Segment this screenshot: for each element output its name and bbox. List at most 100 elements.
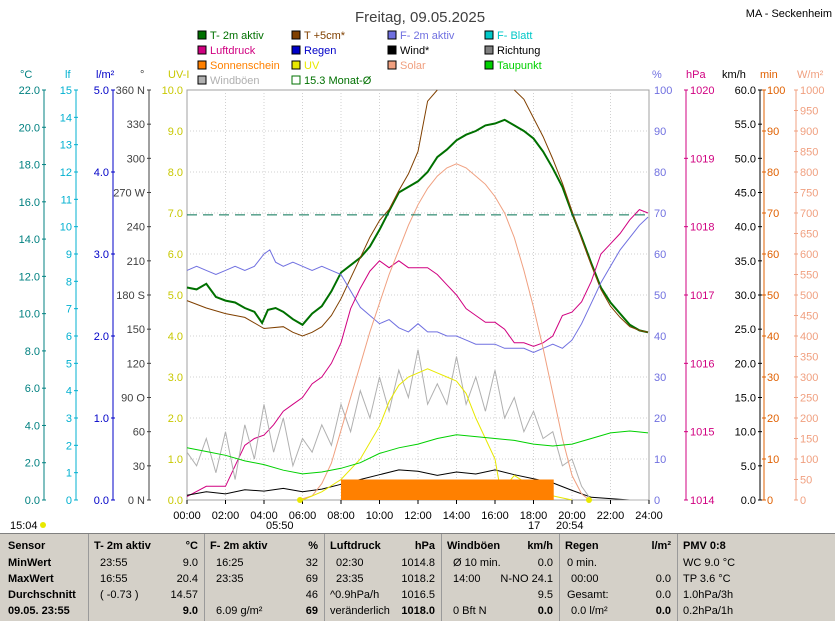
legend-label: T- 2m aktiv <box>210 30 264 42</box>
time-tick-label: 14:00 <box>443 510 471 522</box>
series-line-9 <box>186 430 649 475</box>
axis-tick-direction: 300 <box>127 153 145 165</box>
axis-tick-direction: 270 W <box>113 188 145 200</box>
axis-tick-humidity: 40 <box>654 331 666 343</box>
legend-swatch <box>387 60 397 70</box>
axis-tick-leaf: 12 <box>60 167 72 179</box>
axis-tick-minutes: 0 <box>767 495 773 507</box>
axis-tick-leaf: 3 <box>66 413 72 425</box>
axis-tick-solar: 950 <box>800 106 818 118</box>
legend-swatch <box>197 45 207 55</box>
stats-header-pmv: PMV 0:8 <box>683 540 726 552</box>
axis-tick-wind: 15.0 <box>735 393 756 405</box>
series-line-0 <box>186 118 649 334</box>
axis-tick-celsius: 6.0 <box>25 383 40 395</box>
axis-tick-wind: 55.0 <box>735 119 756 131</box>
stats-pmv-1h: 0.2hPa/1h <box>683 605 734 617</box>
stats-press-avg: 1016.5 <box>401 589 435 601</box>
stats-header-t2m: T- 2m aktiv <box>94 540 151 552</box>
series-layer <box>186 89 649 501</box>
axis-tick-direction: 360 N <box>116 85 145 97</box>
legend-label: T +5cm* <box>304 30 346 42</box>
axis-tick-wind: 5.0 <box>741 461 756 473</box>
axis-tick-rain: 1.0 <box>94 413 109 425</box>
legend-label: Wind* <box>400 45 430 57</box>
time-tick-label: 16:00 <box>481 510 509 522</box>
axis-tick-minutes: 10 <box>767 454 779 466</box>
axis-tick-humidity: 0 <box>654 495 660 507</box>
legend-swatch <box>291 45 301 55</box>
series-sunshine <box>341 479 554 500</box>
stats-col-pmv: PMV 0:8 WC 9.0 °C TP 3.6 °C 1.0hPa/3h 0.… <box>677 534 834 621</box>
legend-label: UV <box>304 60 320 72</box>
axis-tick-leaf: 4 <box>66 386 72 398</box>
axis-tick-uv: 10.0 <box>162 85 183 97</box>
axis-tick-minutes: 90 <box>767 126 779 138</box>
sunset-icon <box>586 497 592 503</box>
axis-unit-solar: W/m² <box>797 69 824 81</box>
stats-f2m-now: 69 <box>305 605 318 617</box>
axis-tick-wind: 0.0 <box>741 495 756 507</box>
legend: T- 2m aktiv T +5cm* F- 2m aktiv F- Blatt Luf… <box>197 30 542 87</box>
astro-events: 15:04 05:50 17 20:54 <box>10 497 592 532</box>
axis-tick-humidity: 80 <box>654 167 666 179</box>
stats-wind-avg10: 0.0 <box>537 557 553 569</box>
axis-tick-uv: 8.0 <box>168 167 183 179</box>
axis-tick-celsius: 0.0 <box>25 495 40 507</box>
stats-wind-avg: 9.5 <box>537 589 553 601</box>
axis-tick-celsius: 22.0 <box>19 85 40 97</box>
axis-tick-leaf: 8 <box>66 276 72 288</box>
axis-tick-direction: 150 <box>127 324 145 336</box>
axis-tick-solar: 700 <box>800 208 818 220</box>
legend-swatch <box>197 75 207 85</box>
stats-press-now: 1018.0 <box>401 605 435 617</box>
stats-rain-total: 0.0 <box>655 589 671 601</box>
series-line-2 <box>513 89 649 333</box>
axis-tick-solar: 250 <box>800 393 818 405</box>
axis-unit-uv: UV-I <box>168 69 189 81</box>
stats-press-min-time: 02:30 <box>336 557 364 569</box>
legend-swatch <box>484 60 494 70</box>
axis-tick-pressure: 1019 <box>690 153 714 165</box>
axis-tick-humidity: 70 <box>654 208 666 220</box>
legend-swatch <box>291 60 301 70</box>
axis-tick-direction: 180 S <box>116 290 145 302</box>
stats-unit-wind: km/h <box>527 540 553 552</box>
legend-label: Windböen <box>210 75 260 87</box>
axis-tick-celsius: 8.0 <box>25 346 40 358</box>
stats-header-pressure: Luftdruck <box>330 540 381 552</box>
axis-tick-uv: 5.0 <box>168 290 183 302</box>
stats-pmv-3h: 1.0hPa/3h <box>683 589 734 601</box>
legend-label: Solar <box>400 60 426 72</box>
time-axis: 00:00 02:00 04:00 06:00 08:00 10:00 12:00 14:00… <box>173 500 663 522</box>
axis-tick-leaf: 13 <box>60 140 72 152</box>
axis-tick-pressure: 1014 <box>690 495 714 507</box>
axis-tick-solar: 100 <box>800 454 818 466</box>
stats-header-wind: Windböen <box>447 540 501 552</box>
sun-marker-label: 17 <box>528 520 540 532</box>
stats-header-sensor: Sensor <box>8 540 46 552</box>
axis-tick-celsius: 18.0 <box>19 160 40 172</box>
axis-unit-celsius: °C <box>20 69 32 81</box>
axis-tick-leaf: 1 <box>66 468 72 480</box>
axis-tick-rain: 2.0 <box>94 331 109 343</box>
stats-t2m-max: 20.4 <box>176 573 198 585</box>
axis-tick-celsius: 2.0 <box>25 458 40 470</box>
stats-t2m-avg: 14.57 <box>170 589 198 601</box>
time-tick-label: 04:00 <box>250 510 278 522</box>
stats-t2m-min-time: 23:55 <box>100 557 128 569</box>
axis-tick-leaf: 6 <box>66 331 72 343</box>
axis-tick-wind: 20.0 <box>735 358 756 370</box>
time-tick-label: 06:00 <box>289 510 317 522</box>
axis-tick-celsius: 20.0 <box>19 122 40 134</box>
time-tick-label: 20:00 <box>558 510 586 522</box>
stats-rain-duration: 0 min. <box>567 557 597 569</box>
stats-label-avg: Durchschnitt <box>8 589 76 601</box>
stats-label-now: 09.05. 23:55 <box>8 605 70 617</box>
stats-rain-max: 0.0 <box>655 573 671 585</box>
axis-tick-minutes: 70 <box>767 208 779 220</box>
stats-t2m-min: 9.0 <box>182 557 198 569</box>
axis-tick-leaf: 2 <box>66 440 72 452</box>
axis-tick-minutes: 50 <box>767 290 779 302</box>
axis-tick-direction: 30 <box>133 461 145 473</box>
